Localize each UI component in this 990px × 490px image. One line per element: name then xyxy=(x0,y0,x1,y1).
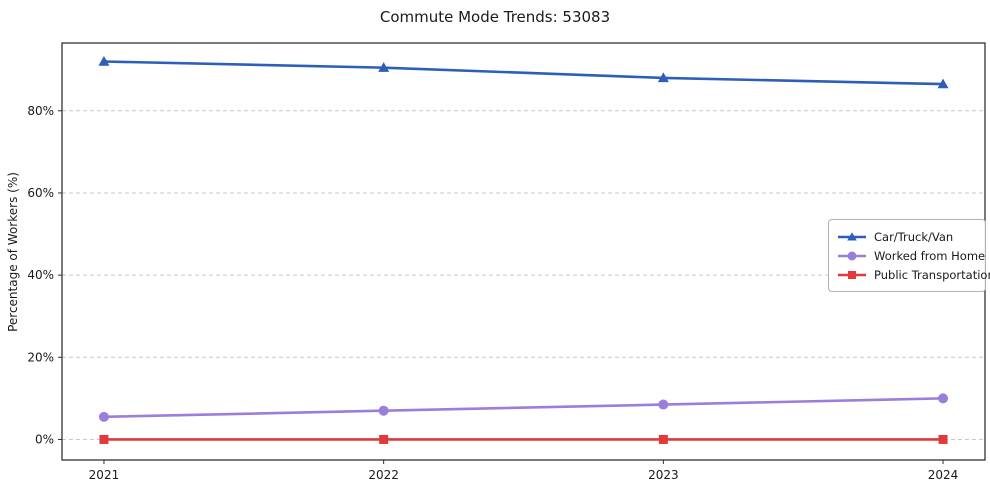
y-tick-label: 0% xyxy=(35,432,54,446)
series-marker xyxy=(937,78,949,89)
series-line xyxy=(102,397,945,419)
x-tick-label: 2021 xyxy=(89,468,120,482)
series-marker xyxy=(658,399,669,410)
legend-label: Worked from Home xyxy=(874,248,986,263)
y-tick-label: 20% xyxy=(27,350,54,364)
legend-item: Public Transportation xyxy=(837,265,990,284)
series-marker xyxy=(938,393,949,404)
legend-swatch-triangle-icon xyxy=(838,231,866,240)
series-marker xyxy=(98,55,110,66)
series-marker xyxy=(99,434,109,444)
series-marker xyxy=(379,434,389,444)
x-tick-label: 2022 xyxy=(368,468,399,482)
x-tick-label: 2024 xyxy=(928,468,959,482)
chart-title: Commute Mode Trends: 53083 xyxy=(379,8,611,26)
series-marker xyxy=(658,434,668,444)
y-tick-label: 60% xyxy=(27,186,54,200)
series-line xyxy=(102,60,945,86)
legend-swatch-square-icon xyxy=(838,270,866,279)
legend: Car/Truck/Van Worked from Home Public Tran… xyxy=(828,219,990,292)
legend-label: Car/Truck/Van xyxy=(874,229,954,244)
series-marker xyxy=(98,411,109,422)
legend-item: Worked from Home xyxy=(837,246,985,265)
legend-swatch-circle-icon xyxy=(838,251,866,260)
x-tick-label: 2023 xyxy=(648,468,679,482)
legend-label: Public Transportation xyxy=(874,267,990,282)
legend-item: Car/Truck/Van xyxy=(837,227,975,246)
y-tick-label: 40% xyxy=(27,268,54,282)
y-tick-label: 80% xyxy=(27,104,54,118)
series-marker xyxy=(378,405,389,416)
series-marker xyxy=(657,72,669,83)
series-marker xyxy=(378,62,390,72)
series-marker xyxy=(938,434,948,444)
